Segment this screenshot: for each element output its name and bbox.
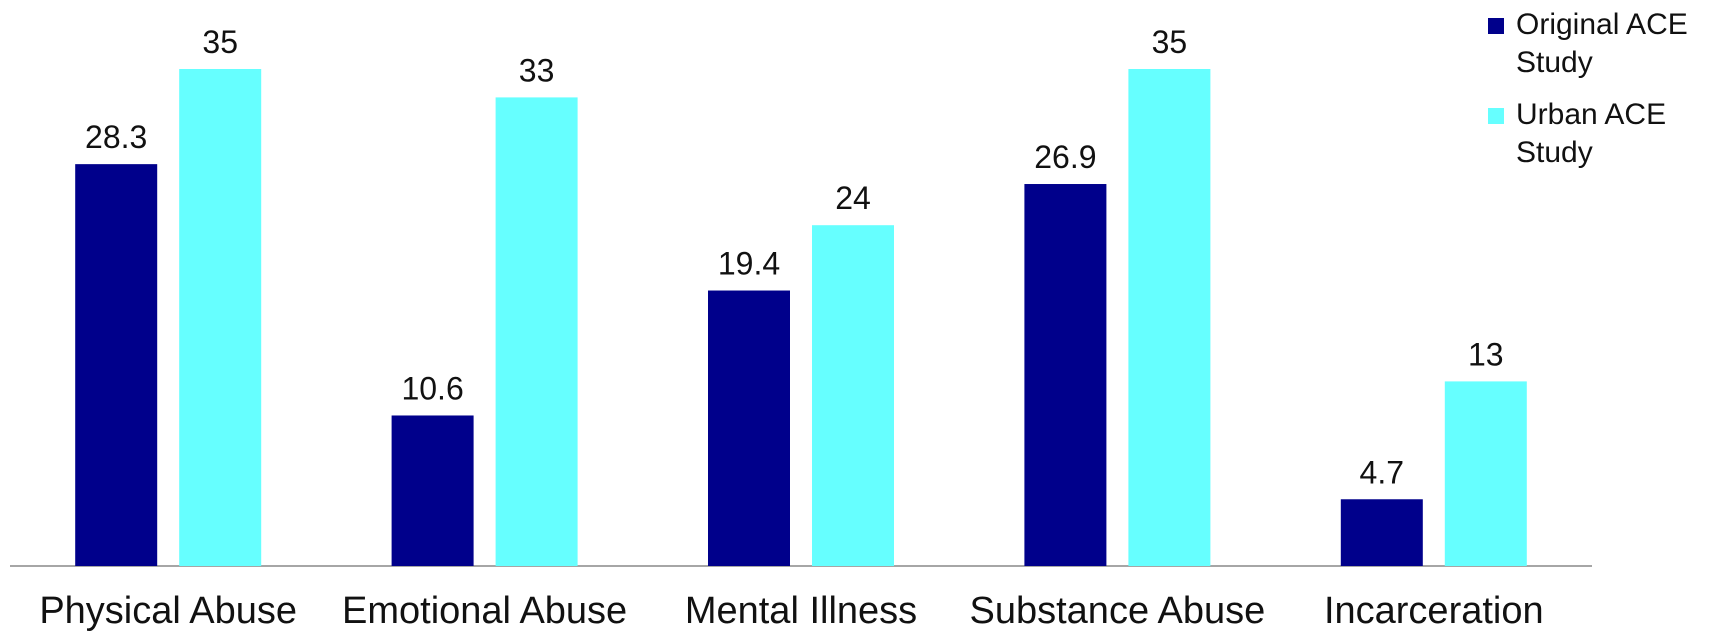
data-label-urban-physical-abuse: 35 [202,24,238,60]
legend-swatch-urban [1488,108,1504,124]
category-label-substance-abuse: Substance Abuse [970,590,1266,632]
bar-original-mental-illness [708,290,790,566]
legend-label-urban: Urban ACE Study [1516,98,1667,169]
data-label-original-substance-abuse: 26.9 [1034,139,1096,175]
category-label-physical-abuse: Physical Abuse [39,590,297,632]
data-label-urban-emotional-abuse: 33 [519,52,555,88]
category-label-emotional-abuse: Emotional Abuse [342,590,627,632]
bar-urban-substance-abuse [1128,69,1211,566]
data-label-urban-mental-illness: 24 [835,180,871,216]
data-label-urban-incarceration: 13 [1468,336,1504,372]
bar-urban-physical-abuse [179,69,262,566]
data-label-original-physical-abuse: 28.3 [85,119,147,155]
legend-item-original: Original ACE Study [1488,6,1718,82]
category-label-mental-illness: Mental Illness [685,590,917,632]
data-label-urban-substance-abuse: 35 [1152,24,1188,60]
legend-label-original: Original ACE Study [1516,8,1688,79]
data-label-original-mental-illness: 19.4 [718,246,780,282]
bar-urban-emotional-abuse [495,97,578,567]
data-label-original-incarceration: 4.7 [1360,454,1404,490]
legend-item-urban: Urban ACE Study [1488,96,1718,172]
legend: Original ACE Study Urban ACE Study [1488,6,1718,186]
category-label-incarceration: Incarceration [1324,590,1544,632]
bar-original-physical-abuse [75,164,158,566]
bar-urban-mental-illness [812,225,894,566]
legend-swatch-original [1488,18,1504,34]
data-label-original-emotional-abuse: 10.6 [401,370,463,406]
bar-original-incarceration [1340,499,1423,566]
bar-original-emotional-abuse [391,415,474,566]
bar-original-substance-abuse [1024,184,1107,566]
bar-urban-incarceration [1444,381,1527,566]
